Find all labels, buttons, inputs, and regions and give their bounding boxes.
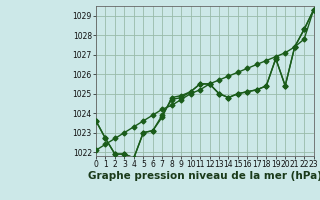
X-axis label: Graphe pression niveau de la mer (hPa): Graphe pression niveau de la mer (hPa) — [88, 171, 320, 181]
